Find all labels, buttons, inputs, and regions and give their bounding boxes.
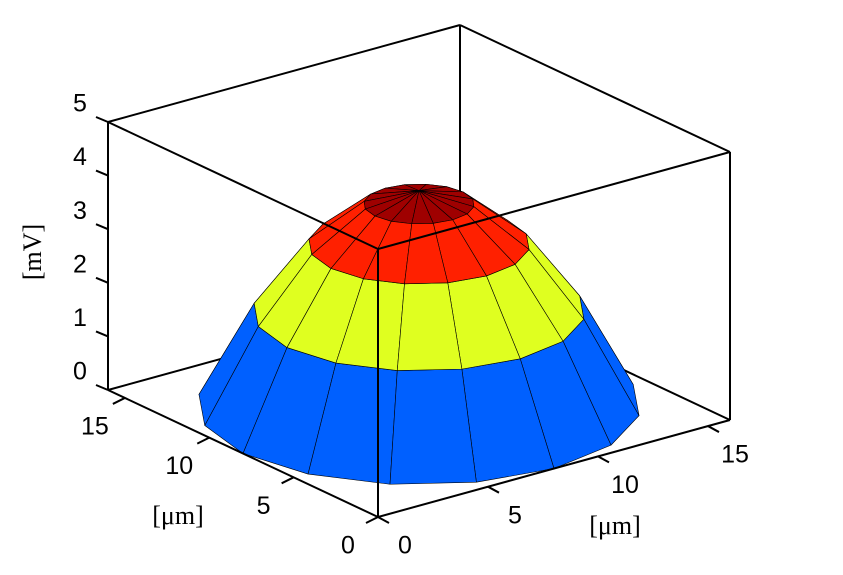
y-tick — [365, 516, 379, 524]
z-tick-label: 3 — [73, 197, 87, 225]
box-edge — [377, 151, 731, 250]
box-edge — [107, 389, 379, 518]
surface — [198, 183, 640, 485]
z-tick — [95, 330, 109, 338]
x-tick-label: 0 — [398, 532, 412, 560]
surface-facet — [389, 368, 477, 485]
z-tick-label: 5 — [73, 90, 87, 118]
y-tick — [196, 436, 210, 445]
z-tick-label: 2 — [73, 250, 87, 278]
box-edge — [107, 24, 461, 123]
z-axis-label: [mV] — [18, 224, 47, 280]
x-tick — [377, 516, 390, 524]
z-tick-label: 0 — [73, 358, 87, 386]
box-edge — [107, 121, 379, 250]
y-tick-label: 5 — [257, 492, 271, 520]
z-tick — [95, 276, 109, 284]
x-tick — [707, 425, 720, 433]
y-tick-label: 0 — [341, 532, 355, 560]
y-tick — [112, 397, 126, 405]
x-tick-label: 15 — [721, 441, 749, 469]
z-tick-label: 4 — [73, 143, 87, 171]
y-tick — [281, 476, 295, 485]
x-tick — [597, 455, 610, 464]
x-tick-label: 10 — [611, 471, 639, 499]
box-edge — [459, 24, 731, 153]
y-tick-label: 15 — [81, 413, 109, 441]
y-tick-label: 10 — [165, 452, 193, 480]
x-tick — [487, 485, 500, 494]
box-front: 0 5 10 15 0 5 10 15 0 1 2 3 4 5 — [73, 24, 749, 560]
z-tick — [95, 384, 109, 391]
x-axis-label: [μm] — [589, 511, 640, 540]
box-edge — [377, 419, 731, 518]
y-axis-label: [μm] — [152, 501, 203, 530]
z-tick — [95, 116, 109, 123]
x-tick-label: 5 — [508, 501, 522, 529]
z-tick-label: 1 — [73, 304, 87, 332]
z-tick — [95, 169, 109, 177]
z-tick — [95, 223, 109, 231]
